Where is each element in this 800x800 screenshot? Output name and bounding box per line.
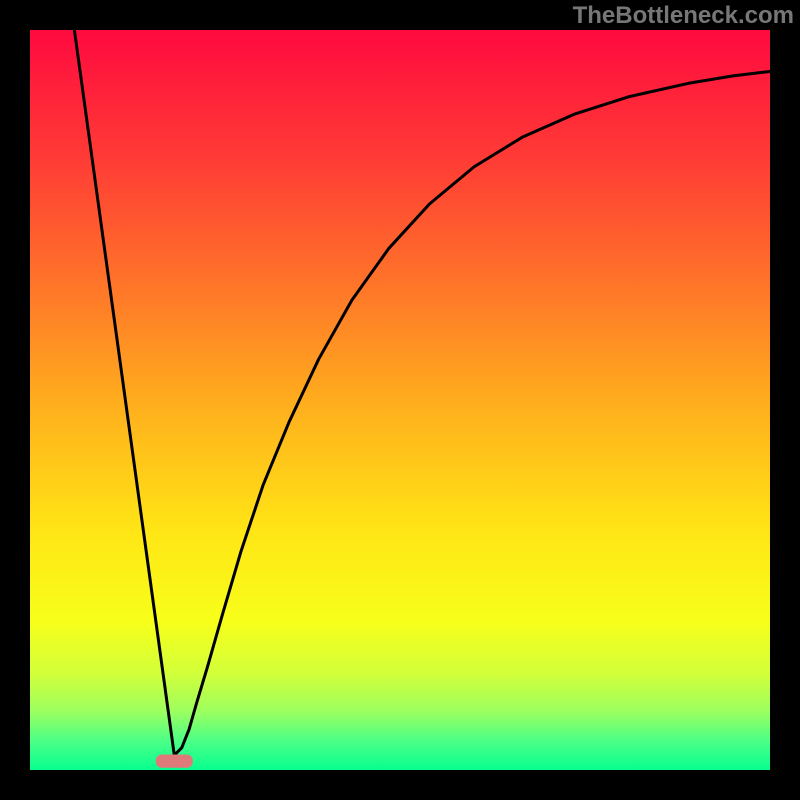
bottleneck-chart bbox=[30, 30, 770, 770]
watermark-text: TheBottleneck.com bbox=[573, 2, 794, 30]
plot-area bbox=[30, 30, 770, 770]
gradient-background bbox=[30, 30, 770, 770]
chart-container: TheBottleneck.com bbox=[0, 0, 800, 800]
optimal-marker bbox=[156, 754, 193, 767]
